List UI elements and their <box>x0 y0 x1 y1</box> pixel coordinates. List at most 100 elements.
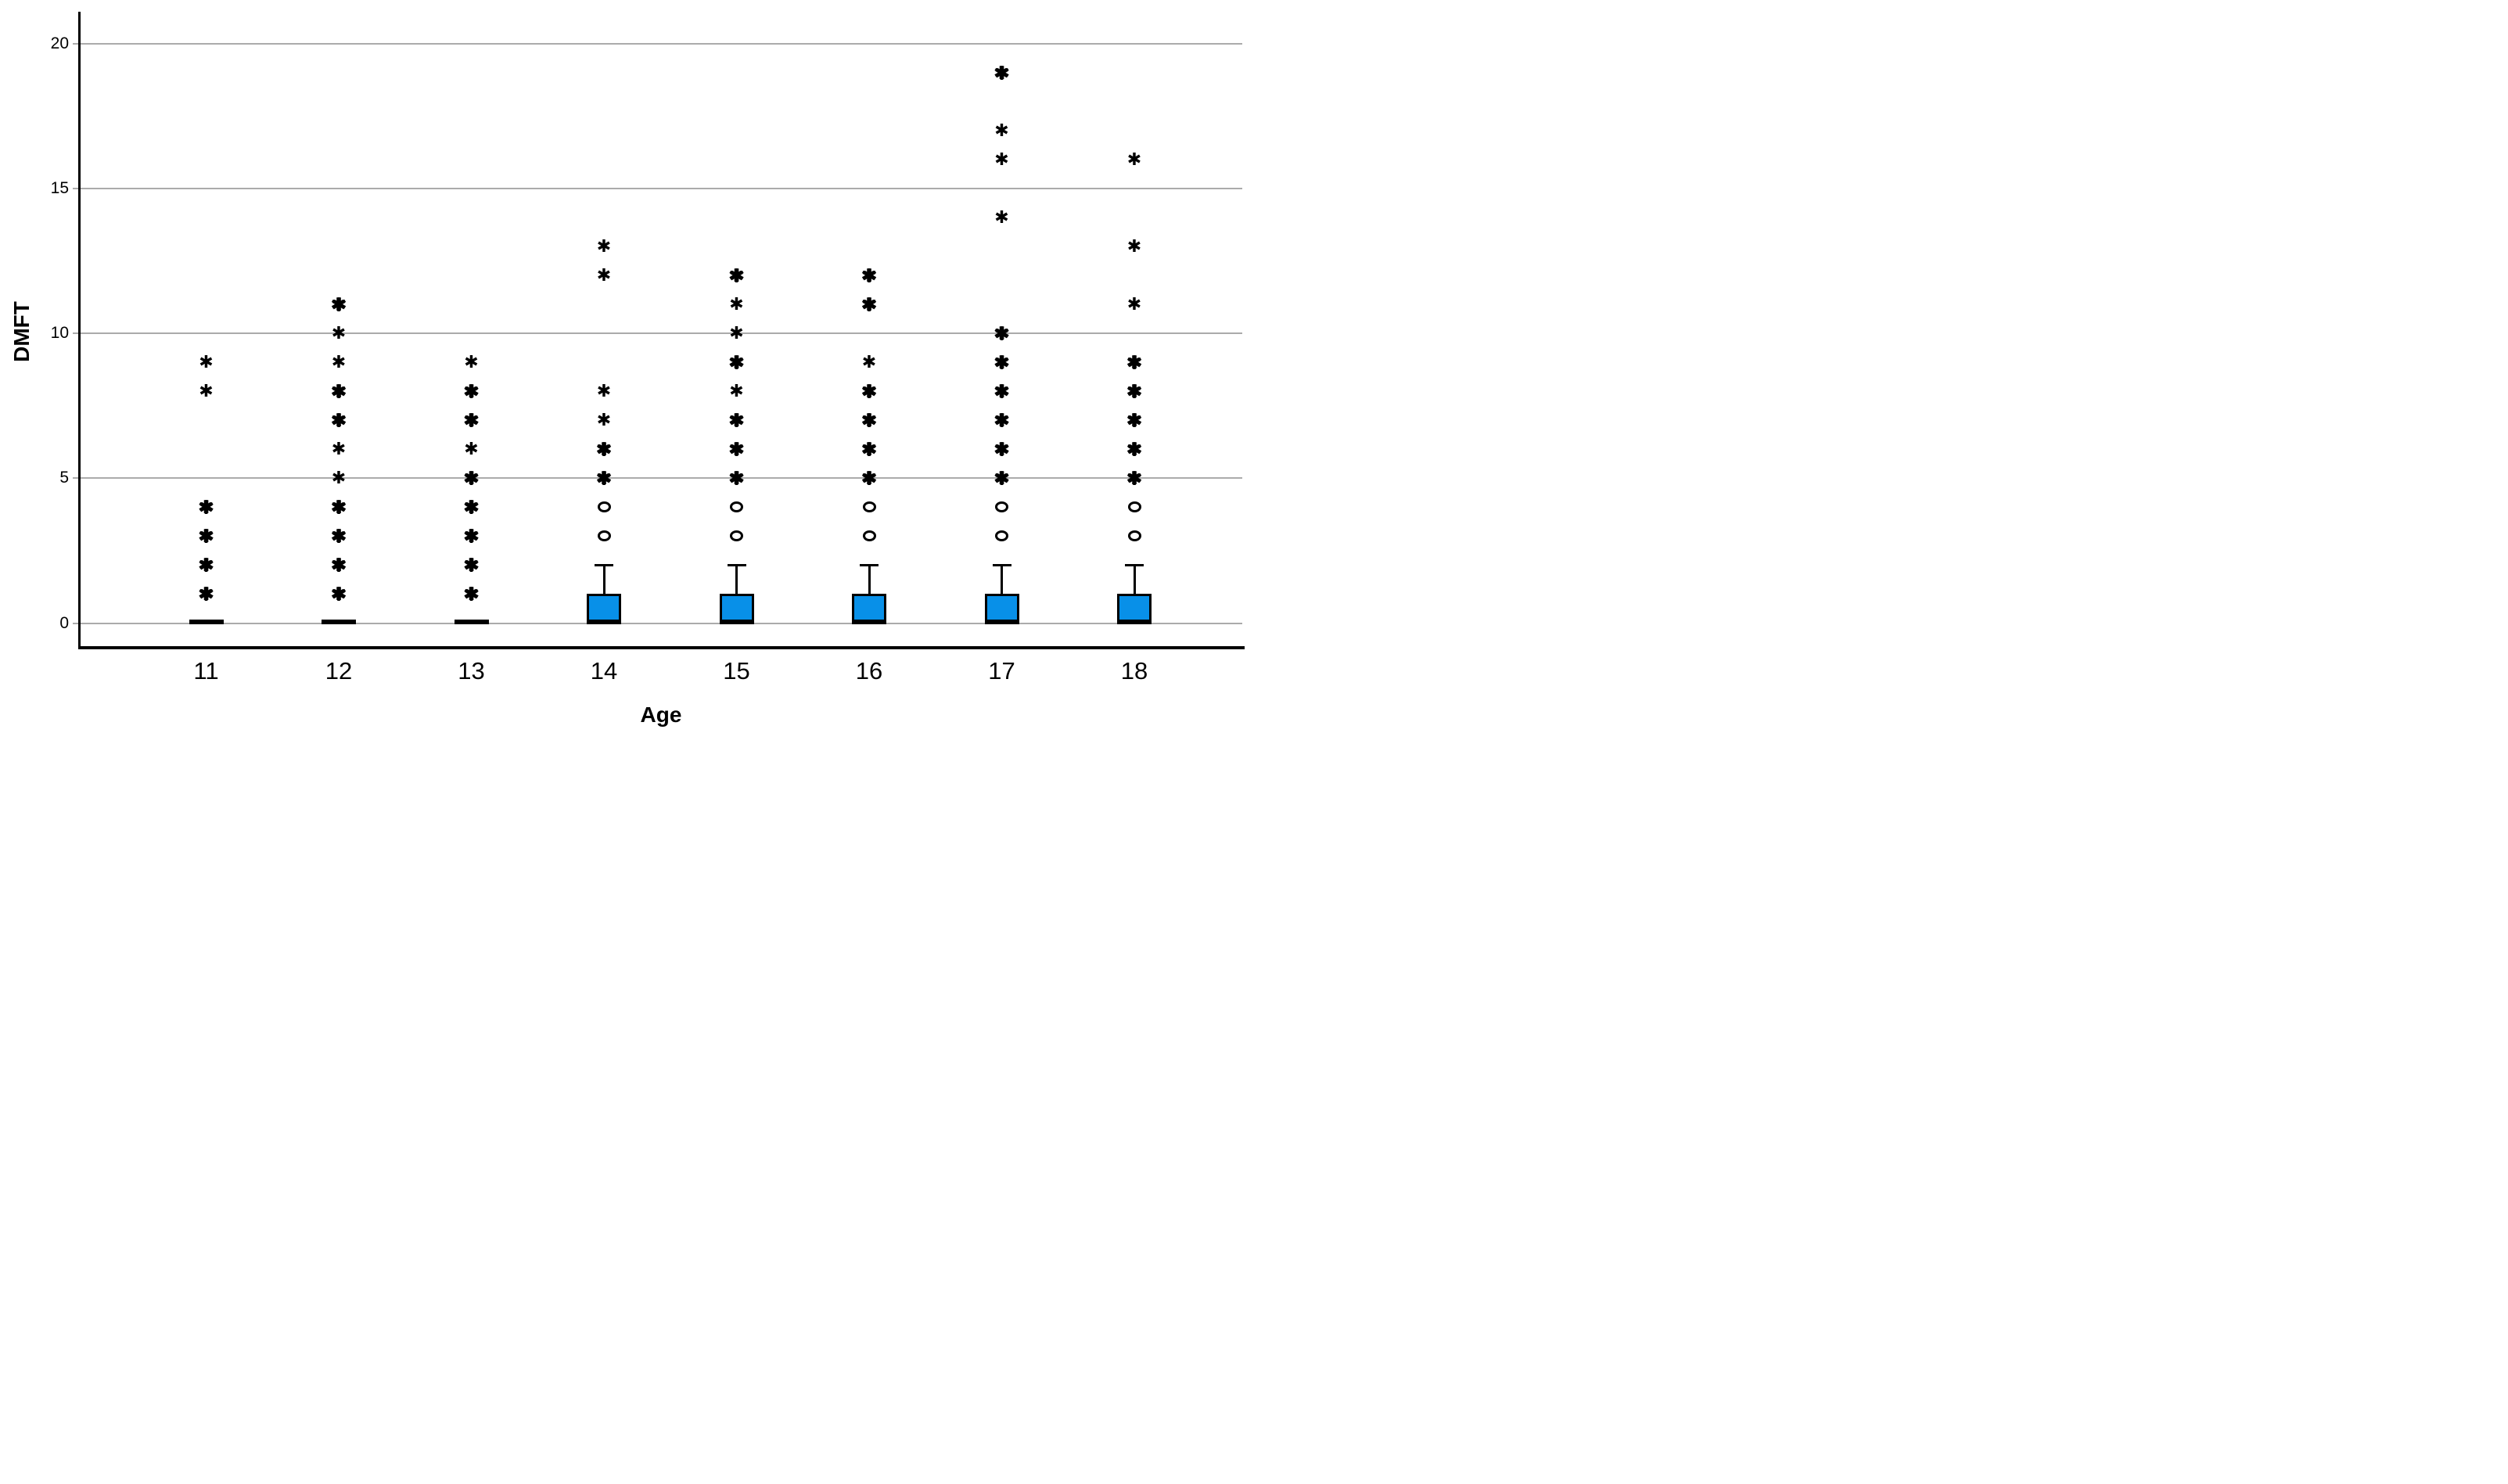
extreme-star-age-17-val-5: ✱ <box>993 468 1010 489</box>
extreme-star-age-11-val-8: ✱ <box>199 381 214 401</box>
extreme-star-age-18-val-13: ✱ <box>1126 236 1142 257</box>
extreme-star-age-13-val-4: ✱ <box>463 497 480 518</box>
box-age-17 <box>984 594 1019 625</box>
extreme-star-age-17-val-16: ✱ <box>994 149 1009 170</box>
extreme-star-age-18-val-5: ✱ <box>1126 468 1142 489</box>
extreme-star-age-17-val-9: ✱ <box>993 352 1010 373</box>
collapsed-box-age-12 <box>322 619 356 624</box>
gridline-y-20 <box>73 43 1242 45</box>
outlier-circle-age-15-val-3 <box>730 530 743 542</box>
extreme-star-age-18-val-16: ✱ <box>1126 149 1142 170</box>
whisker-cap-age-17 <box>992 563 1011 566</box>
outlier-circle-age-18-val-4 <box>1127 501 1141 513</box>
collapsed-box-age-11 <box>189 619 224 624</box>
extreme-star-age-13-val-7: ✱ <box>463 410 480 431</box>
y-tick-label-5: 5 <box>59 469 69 487</box>
extreme-star-age-13-val-9: ✱ <box>464 352 479 372</box>
extreme-star-age-12-val-8: ✱ <box>331 381 347 402</box>
x-tick-label-13: 13 <box>458 657 485 685</box>
x-tick-label-12: 12 <box>325 657 353 685</box>
extreme-star-age-12-val-2: ✱ <box>331 555 347 576</box>
box-age-15 <box>719 594 754 625</box>
box-age-16 <box>852 594 886 625</box>
whisker-stem-age-14 <box>602 565 605 595</box>
whisker-cap-age-18 <box>1125 563 1144 566</box>
extreme-star-age-18-val-6: ✱ <box>1126 439 1142 460</box>
whisker-stem-age-15 <box>735 565 738 595</box>
whisker-cap-age-16 <box>860 563 879 566</box>
extreme-star-age-16-val-7: ✱ <box>861 410 877 431</box>
extreme-star-age-13-val-8: ✱ <box>463 381 480 402</box>
extreme-star-age-12-val-5: ✱ <box>331 468 347 488</box>
x-tick-label-15: 15 <box>723 657 750 685</box>
extreme-star-age-12-val-6: ✱ <box>331 439 347 459</box>
extreme-star-age-15-val-9: ✱ <box>728 352 745 373</box>
extreme-star-age-13-val-5: ✱ <box>463 468 480 489</box>
y-tick-label-15: 15 <box>50 179 69 198</box>
outlier-circle-age-14-val-4 <box>597 501 611 513</box>
whisker-stem-age-16 <box>868 565 871 595</box>
extreme-star-age-17-val-6: ✱ <box>993 439 1010 460</box>
gridline-y-10 <box>73 332 1242 335</box>
x-axis-frame-line <box>78 646 1245 649</box>
extreme-star-age-16-val-8: ✱ <box>861 381 877 402</box>
extreme-star-age-14-val-5: ✱ <box>596 468 612 489</box>
extreme-star-age-16-val-5: ✱ <box>861 468 877 489</box>
outlier-circle-age-16-val-3 <box>862 530 876 542</box>
y-axis-line <box>78 12 81 649</box>
boxplot-chart: ✱ ✱ ✱ ✱ ✱ ✱ ✱ ✱ ✱ ✱ ✱ ✱ ✱ ✱ ✱ ✱ ✱ ✱ ✱ ✱ ✱ ✱ ✱ ✱ ✱ ✱ ✱ ✱ ✱ ✱ ✱ ✱ ✱ ✱ ✱ ✱ ✱ ✱ ✱ ✱… <box>0 0 1254 742</box>
extreme-star-age-12-val-4: ✱ <box>331 497 347 518</box>
y-axis-title: DMFT <box>9 301 34 362</box>
x-tick-label-14: 14 <box>590 657 618 685</box>
extreme-star-age-12-val-11: ✱ <box>331 294 347 315</box>
outlier-circle-age-14-val-3 <box>597 530 611 542</box>
extreme-star-age-13-val-3: ✱ <box>463 526 480 547</box>
whisker-stem-age-18 <box>1133 565 1136 595</box>
extreme-star-age-12-val-1: ✱ <box>331 584 347 605</box>
extreme-star-age-14-val-13: ✱ <box>596 236 612 257</box>
extreme-star-age-14-val-7: ✱ <box>596 410 612 430</box>
extreme-star-age-17-val-17: ✱ <box>994 120 1009 141</box>
extreme-star-age-17-val-14: ✱ <box>994 207 1009 228</box>
gridline-y-5 <box>73 477 1242 480</box>
x-tick-label-18: 18 <box>1120 657 1148 685</box>
extreme-star-age-13-val-6: ✱ <box>464 439 479 459</box>
gridline-y-0 <box>73 622 1242 624</box>
extreme-star-age-15-val-6: ✱ <box>728 439 745 460</box>
outlier-circle-age-18-val-3 <box>1127 530 1141 542</box>
outlier-circle-age-16-val-4 <box>862 501 876 513</box>
extreme-star-age-15-val-7: ✱ <box>728 410 745 431</box>
extreme-star-age-14-val-12: ✱ <box>596 265 612 286</box>
box-age-14 <box>587 594 621 625</box>
extreme-star-age-17-val-8: ✱ <box>993 381 1010 402</box>
box-age-18 <box>1117 594 1152 625</box>
y-tick-label-10: 10 <box>50 324 69 343</box>
extreme-star-age-17-val-19: ✱ <box>993 63 1010 84</box>
extreme-star-age-12-val-7: ✱ <box>331 410 347 431</box>
extreme-star-age-15-val-10: ✱ <box>729 323 744 343</box>
extreme-star-age-14-val-6: ✱ <box>596 439 612 460</box>
extreme-star-age-13-val-1: ✱ <box>463 584 480 605</box>
extreme-star-age-14-val-8: ✱ <box>596 381 612 401</box>
x-axis-title: Age <box>640 702 682 727</box>
outlier-circle-age-17-val-3 <box>995 530 1008 542</box>
extreme-star-age-11-val-2: ✱ <box>198 555 214 576</box>
x-tick-label-11: 11 <box>193 657 219 685</box>
extreme-star-age-12-val-3: ✱ <box>331 526 347 547</box>
extreme-star-age-18-val-11: ✱ <box>1126 294 1142 314</box>
whisker-cap-age-14 <box>595 563 613 566</box>
extreme-star-age-15-val-11: ✱ <box>729 294 744 314</box>
outlier-circle-age-17-val-4 <box>995 501 1008 513</box>
y-tick-label-0: 0 <box>59 613 69 632</box>
extreme-star-age-17-val-7: ✱ <box>993 410 1010 431</box>
extreme-star-age-11-val-9: ✱ <box>199 352 214 372</box>
whisker-stem-age-17 <box>1001 565 1003 595</box>
extreme-star-age-18-val-7: ✱ <box>1126 410 1142 431</box>
gridline-y-15 <box>73 188 1242 190</box>
extreme-star-age-16-val-9: ✱ <box>861 352 877 372</box>
extreme-star-age-15-val-12: ✱ <box>728 265 745 286</box>
extreme-star-age-13-val-2: ✱ <box>463 555 480 576</box>
extreme-star-age-11-val-4: ✱ <box>198 497 214 518</box>
outlier-circle-age-15-val-4 <box>730 501 743 513</box>
extreme-star-age-15-val-8: ✱ <box>729 381 744 401</box>
